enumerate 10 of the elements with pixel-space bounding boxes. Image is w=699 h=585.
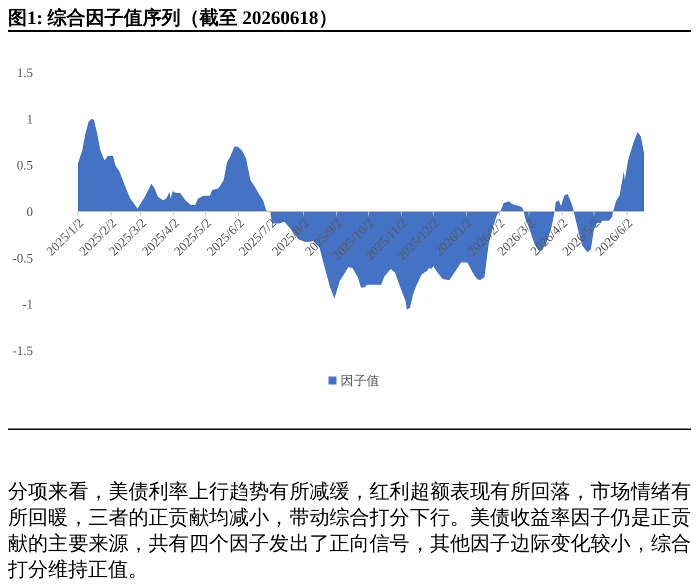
chart-title: 图1: 综合因子值序列（截至 20260618） bbox=[8, 8, 338, 30]
y-tick-label: -1 bbox=[22, 296, 33, 312]
y-tick-label: 0.5 bbox=[16, 157, 33, 172]
y-tick-label: 1.5 bbox=[16, 64, 33, 80]
y-tick-label: -1.5 bbox=[12, 342, 33, 358]
text: 分项来看，美债利率上行趋势有所减缓，红利超额表现有所回落，市场情绪有所回暖，三者的正贡献均减小，带动综合打分下行。美债收益率因子仍是正贡献的主要来源，共有四个因子发出了正向信号，其他因子边际变化较小，综合打分维持正值。 bbox=[8, 480, 691, 582]
y-tick-label: 1 bbox=[26, 110, 33, 126]
y-tick-label: 0 bbox=[26, 204, 33, 219]
legend-label: 因子值 bbox=[340, 372, 380, 388]
y-tick-label: -0.5 bbox=[12, 250, 33, 265]
